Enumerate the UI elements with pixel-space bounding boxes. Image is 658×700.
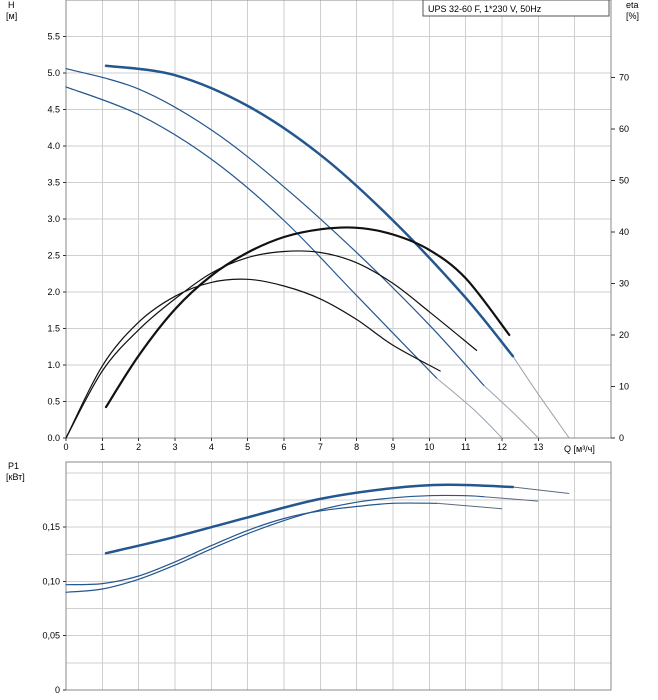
head-chart-grid <box>66 0 611 438</box>
power-chart-ticks: 0 0,05 0,10 0,15 <box>42 522 66 695</box>
y-tick-label: 1.5 <box>47 324 60 334</box>
x-tick-label: 12 <box>497 442 507 452</box>
power-tick-label: 0,15 <box>42 522 60 532</box>
x-tick-label: 8 <box>354 442 359 452</box>
y-tick-label: 0.0 <box>47 433 60 443</box>
x-tick-label: 6 <box>281 442 286 452</box>
y-tick-label: 5.5 <box>47 32 60 42</box>
chart-title: UPS 32-60 F, 1*230 V, 50Hz <box>428 4 542 14</box>
power-chart: 0 0,05 0,10 0,15 P1 [кВт] <box>6 461 612 695</box>
x-tick-label: 0 <box>63 442 68 452</box>
head-curve <box>65 68 485 386</box>
y2-tick-label: 50 <box>619 175 629 185</box>
power-curve <box>104 483 515 555</box>
y-tick-label: 3.0 <box>47 214 60 224</box>
y-tick-label: 1.0 <box>47 360 60 370</box>
x-tick-label: 9 <box>390 442 395 452</box>
power-curve <box>65 494 485 593</box>
y-tick-label: 2.0 <box>47 287 60 297</box>
x-tick-label: 4 <box>209 442 214 452</box>
y-tick-label: 4.0 <box>47 141 60 151</box>
head-curve-extensions <box>436 355 570 439</box>
y-tick-label: 3.5 <box>47 178 60 188</box>
efficiency-curve <box>104 226 511 409</box>
efficiency-curves <box>65 226 511 439</box>
power-chart-frame <box>65 461 612 691</box>
y-tick-label: 0.5 <box>47 397 60 407</box>
x-tick-label: 10 <box>424 442 434 452</box>
head-curve-extension <box>483 385 539 439</box>
head-curve-extension <box>436 377 503 439</box>
y-tick-label: 5.0 <box>47 68 60 78</box>
y2-tick-label: 60 <box>619 124 629 134</box>
head-chart-ticks: 0 1 2 3 4 5 6 7 8 9 10 11 12 130.00.51.01.52.02.53.03… <box>47 32 629 453</box>
head-curves <box>65 64 515 386</box>
power-curve <box>65 502 438 586</box>
y-tick-label: 2.5 <box>47 251 60 261</box>
x-tick-label: 3 <box>172 442 177 452</box>
power-curve-extension <box>436 502 503 510</box>
x-tick-label: 2 <box>136 442 141 452</box>
y2-tick-label: 20 <box>619 330 629 340</box>
y-tick-label: 4.5 <box>47 105 60 115</box>
power-tick-label: 0 <box>55 685 60 695</box>
efficiency-curve <box>65 250 478 439</box>
y2-tick-label: 70 <box>619 72 629 82</box>
y-axis-label: H <box>8 0 15 10</box>
x-axis-label: Q [м³/ч] <box>564 444 595 454</box>
x-tick-label: 13 <box>533 442 543 452</box>
power-curve-extension <box>512 486 570 494</box>
power-axis-unit: [кВт] <box>6 472 25 482</box>
head-curve <box>65 86 438 379</box>
x-tick-label: 1 <box>100 442 105 452</box>
y-axis-unit: [м] <box>6 11 17 21</box>
power-curve-extensions <box>436 486 570 510</box>
y2-axis-unit: [%] <box>626 11 639 21</box>
y2-tick-label: 40 <box>619 227 629 237</box>
y2-tick-label: 0 <box>619 433 624 443</box>
head-curve <box>104 64 515 358</box>
title-box <box>422 0 610 17</box>
power-curves <box>65 483 515 593</box>
head-efficiency-chart: 0 1 2 3 4 5 6 7 8 9 10 11 12 130.00.51.01.52.02.53.03… <box>6 0 639 454</box>
y2-tick-label: 10 <box>619 381 629 391</box>
power-tick-label: 0,05 <box>42 631 60 641</box>
y2-axis-label: eta <box>626 0 639 10</box>
x-tick-label: 11 <box>461 442 470 452</box>
x-tick-label: 7 <box>318 442 323 452</box>
efficiency-curve <box>65 278 441 439</box>
power-chart-grid <box>66 462 611 690</box>
head-curve-extension <box>512 355 570 439</box>
power-axis-label: P1 <box>8 461 19 471</box>
y2-tick-label: 30 <box>619 278 629 288</box>
power-curve-extension <box>483 496 539 502</box>
power-tick-label: 0,10 <box>42 576 60 586</box>
x-tick-label: 5 <box>245 442 250 452</box>
